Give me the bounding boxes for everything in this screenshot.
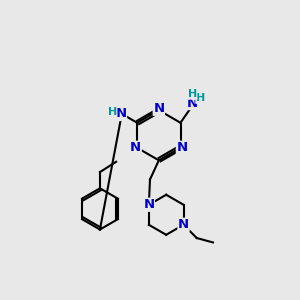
Text: N: N	[176, 141, 188, 154]
Text: N: N	[116, 107, 127, 120]
Text: H: H	[188, 89, 197, 99]
Text: N: N	[178, 218, 189, 231]
Text: N: N	[130, 141, 141, 154]
Text: N: N	[187, 97, 198, 110]
Text: N: N	[143, 198, 155, 211]
Text: H: H	[196, 93, 205, 103]
Text: N: N	[153, 102, 164, 115]
Text: H: H	[107, 107, 117, 118]
